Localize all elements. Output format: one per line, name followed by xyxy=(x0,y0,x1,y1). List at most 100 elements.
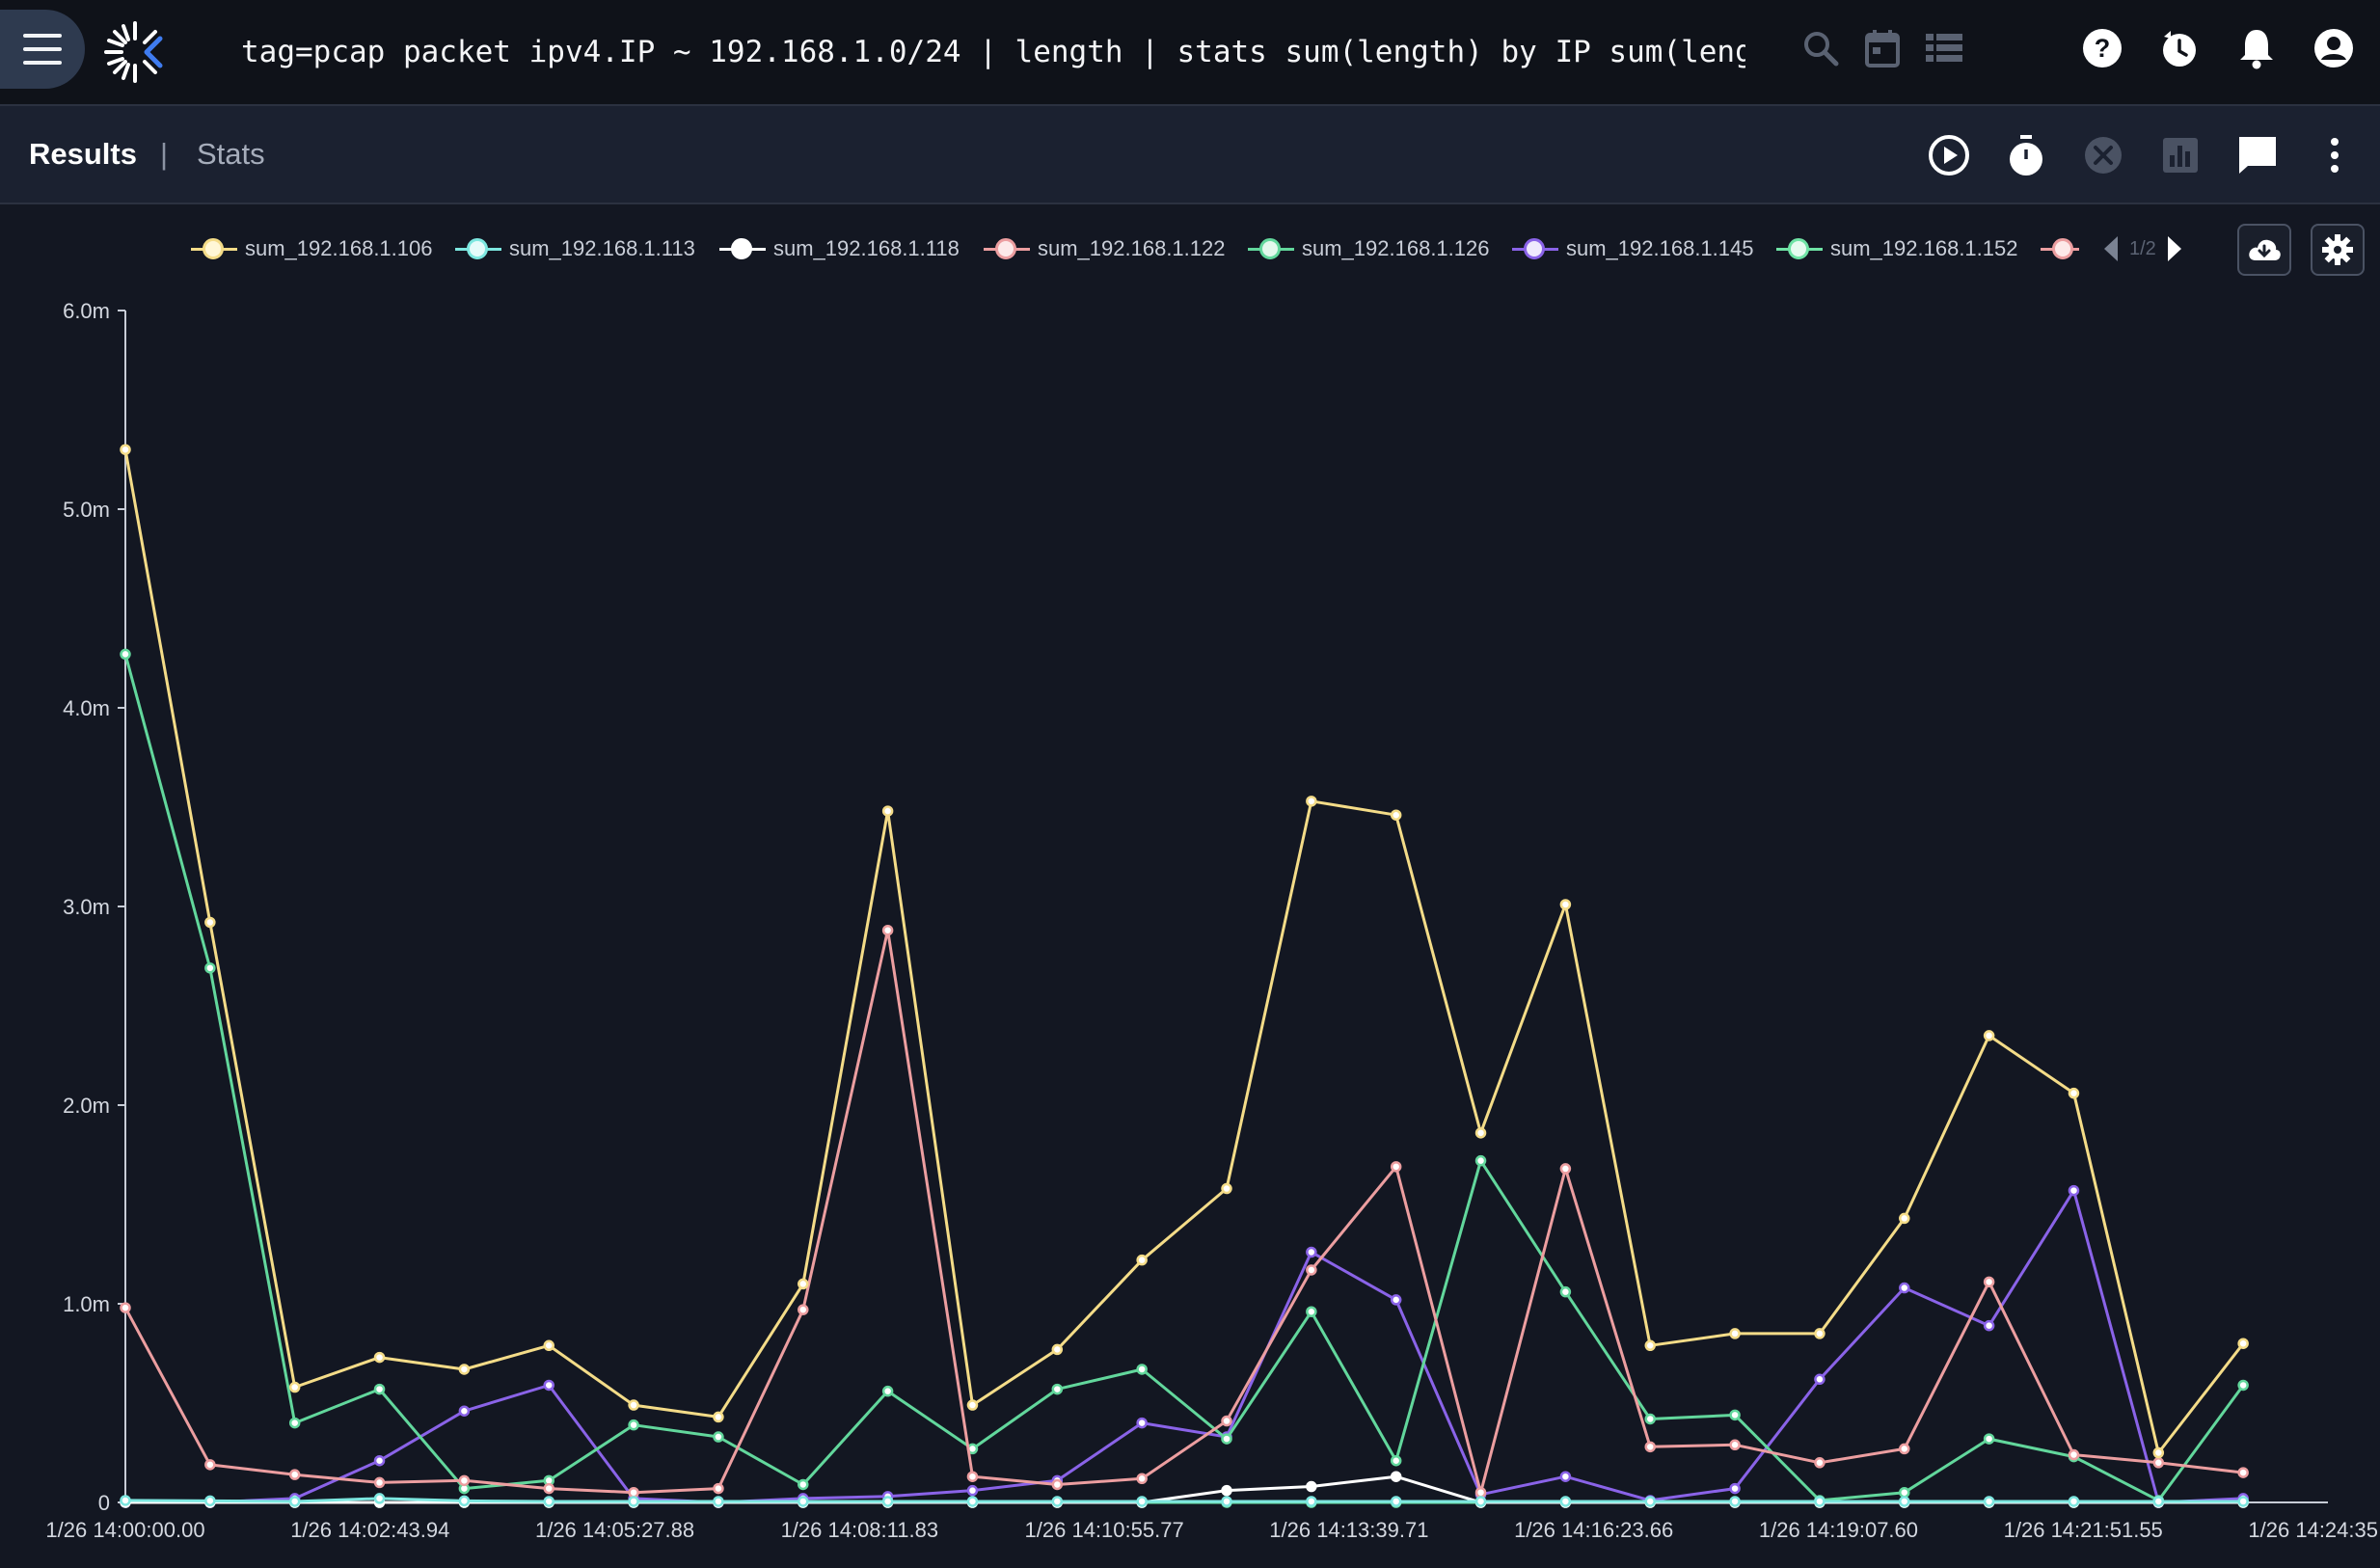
data-point xyxy=(2237,1467,2249,1478)
list-icon[interactable] xyxy=(1919,21,1969,75)
legend-item[interactable]: sum_192.168.1.106 xyxy=(191,224,433,274)
data-point xyxy=(288,1469,301,1480)
data-point xyxy=(881,1496,894,1507)
data-point xyxy=(2068,1448,2080,1461)
data-point xyxy=(1306,1264,1317,1276)
data-point xyxy=(628,1486,639,1499)
data-point xyxy=(204,1459,216,1471)
series-line xyxy=(125,1189,2244,1504)
tab-separator: | xyxy=(160,137,169,171)
account-icon[interactable] xyxy=(2309,21,2359,75)
search-icon[interactable] xyxy=(1796,21,1846,75)
legend-item[interactable]: sum_192.168.1.126 xyxy=(1248,224,1490,274)
data-point xyxy=(1474,1486,1487,1499)
line-chart[interactable]: 0 1.0m 2.0m 3.0m 4.0m 5.0m 6.0m 1/26 14:00:00.0… xyxy=(0,285,2380,1568)
data-point xyxy=(1390,1471,1402,1482)
x-tick-label: 1/26 14:00:00.00 xyxy=(45,1518,204,1542)
data-point xyxy=(1306,1246,1317,1258)
legend-item[interactable]: sum_192.168.1.122 xyxy=(984,224,1226,274)
data-point xyxy=(1644,1496,1656,1507)
cloud-download-icon xyxy=(2249,239,2281,260)
results-toolbar: Results | Stats xyxy=(0,106,2380,204)
legend-pager: 1/2 xyxy=(2100,230,2185,268)
menu-button[interactable] xyxy=(0,10,85,89)
gear-icon xyxy=(2322,234,2353,265)
legend-label: sum_192.168.1.126 xyxy=(1302,236,1490,260)
logo-icon xyxy=(104,21,163,83)
data-point xyxy=(1983,1496,1995,1507)
data-point xyxy=(628,1496,639,1507)
x-tick-label: 1/26 14:10:55.77 xyxy=(1025,1518,1184,1542)
chevron-right-icon[interactable] xyxy=(2164,234,2185,263)
data-point xyxy=(1136,1417,1148,1429)
history-icon[interactable] xyxy=(2154,21,2204,75)
bell-icon[interactable] xyxy=(2231,21,2282,75)
calendar-icon[interactable] xyxy=(1857,21,1907,75)
data-point xyxy=(798,1478,809,1491)
data-point xyxy=(713,1482,724,1495)
data-point xyxy=(543,1482,554,1495)
data-point xyxy=(1983,1030,1995,1041)
legend-item[interactable]: sum_192.168.1.152 xyxy=(1776,224,2018,274)
cancel-icon[interactable] xyxy=(2077,129,2129,181)
help-icon[interactable]: ? xyxy=(2077,21,2127,75)
y-tick-label: 5.0m xyxy=(63,498,110,522)
chart-icon[interactable] xyxy=(2154,129,2206,181)
data-point xyxy=(1983,1319,1995,1332)
data-point xyxy=(1814,1328,1826,1339)
y-tick-label: 2.0m xyxy=(63,1094,110,1118)
tab-stats[interactable]: Stats xyxy=(197,137,265,171)
data-point xyxy=(120,1302,131,1313)
data-point xyxy=(458,1495,471,1507)
legend-page: 1/2 xyxy=(2129,237,2156,259)
query-text[interactable]: tag=pcap packet ipv4.IP ~ 192.168.1.0/24… xyxy=(241,35,1745,69)
play-icon[interactable] xyxy=(1923,129,1975,181)
data-point xyxy=(1136,1496,1148,1507)
data-point xyxy=(966,1399,979,1411)
data-point xyxy=(1474,1496,1487,1507)
y-tick-label: 4.0m xyxy=(63,696,110,720)
data-point xyxy=(288,1417,301,1429)
data-point xyxy=(1644,1441,1656,1453)
data-point xyxy=(2068,1496,2080,1507)
legend-item[interactable]: sum_192.168.1.145 xyxy=(1512,224,1754,274)
data-point xyxy=(1729,1482,1741,1495)
data-point xyxy=(373,1493,386,1504)
data-point xyxy=(1644,1339,1656,1352)
comment-icon[interactable] xyxy=(2231,129,2284,181)
legend-label: sum_192.168.1.152 xyxy=(1830,236,2018,260)
data-point xyxy=(1051,1478,1064,1491)
download-button[interactable] xyxy=(2237,224,2291,276)
chart-legend: sum_192.168.1.106 sum_192.168.1.113 sum_… xyxy=(183,224,2170,274)
data-point xyxy=(881,805,894,817)
legend-item[interactable]: sum_192.168.1.118 xyxy=(719,224,960,274)
legend-item-partial[interactable] xyxy=(2041,224,2087,274)
data-point xyxy=(1221,1484,1232,1497)
data-point xyxy=(1051,1343,1064,1356)
data-point xyxy=(1899,1212,1910,1225)
data-point xyxy=(543,1339,554,1352)
y-tick-label: 3.0m xyxy=(63,895,110,919)
data-point xyxy=(1390,1294,1402,1306)
y-tick-label: 1.0m xyxy=(63,1292,110,1316)
timer-icon[interactable] xyxy=(2000,129,2052,181)
data-point xyxy=(1814,1457,1826,1469)
data-point xyxy=(2152,1457,2165,1469)
settings-button[interactable] xyxy=(2311,224,2365,276)
data-point xyxy=(1729,1409,1741,1421)
data-point xyxy=(458,1474,471,1487)
tab-results[interactable]: Results xyxy=(29,137,137,171)
more-icon[interactable] xyxy=(2309,129,2361,181)
data-point xyxy=(204,1495,216,1507)
legend-item[interactable]: sum_192.168.1.113 xyxy=(455,224,695,274)
chevron-left-icon[interactable] xyxy=(2100,234,2122,263)
data-point xyxy=(373,1383,386,1395)
data-point xyxy=(373,1476,386,1489)
data-point xyxy=(2068,1184,2080,1197)
data-point xyxy=(1221,1182,1232,1195)
data-point xyxy=(458,1364,471,1375)
series-line xyxy=(124,1497,2244,1503)
data-point xyxy=(1729,1328,1741,1339)
legend-label: sum_192.168.1.113 xyxy=(509,236,695,260)
data-point xyxy=(1729,1496,1741,1507)
